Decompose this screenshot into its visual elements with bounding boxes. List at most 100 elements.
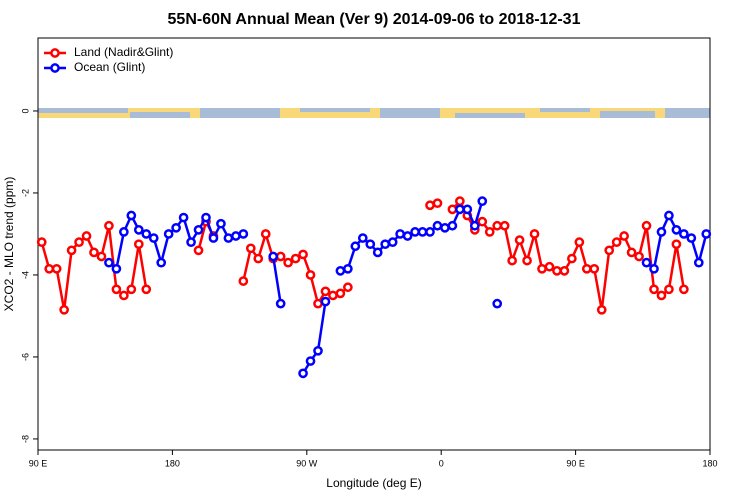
data-point (619, 231, 629, 241)
data-point (440, 222, 450, 233)
data-point (133, 225, 144, 235)
data-point (372, 247, 383, 258)
legend-marker (50, 48, 60, 58)
data-point (186, 237, 196, 248)
data-point (574, 237, 585, 248)
x-tick-label: 180 (702, 458, 717, 468)
data-point (298, 249, 308, 260)
y-tick-label: -6 (20, 353, 30, 361)
data-point (119, 227, 129, 237)
data-point (193, 245, 204, 256)
data-point (402, 231, 413, 241)
data-point (477, 216, 488, 227)
data-point (343, 282, 353, 293)
data-point (51, 263, 62, 274)
data-point (313, 345, 323, 356)
data-point (335, 288, 346, 299)
data-point (163, 229, 174, 239)
data-point (223, 233, 234, 243)
data-point (596, 304, 607, 315)
data-point (425, 200, 435, 211)
x-tick-label: 90 E (566, 458, 585, 468)
data-point (611, 237, 622, 248)
data-point (238, 276, 249, 286)
data-point (320, 286, 331, 297)
y-tick-label: 0 (20, 108, 30, 113)
y-tick-label: -8 (20, 435, 30, 443)
data-point (66, 245, 77, 256)
data-point (447, 220, 458, 231)
data-point (469, 220, 480, 231)
x-tick-label: 180 (165, 458, 180, 468)
data-point (522, 255, 532, 266)
data-point (365, 239, 376, 250)
data-point (231, 231, 241, 241)
data-point (492, 220, 503, 231)
data-point (537, 263, 547, 274)
data-point (455, 204, 465, 215)
data-point (514, 235, 525, 245)
data-point (664, 284, 674, 295)
y-tick-label: -4 (20, 271, 30, 279)
data-point (74, 237, 84, 248)
data-point (141, 229, 152, 239)
data-point (589, 263, 600, 274)
data-point (499, 220, 510, 231)
x-tick-label: 90 W (296, 458, 318, 468)
data-point (484, 227, 495, 237)
data-point (679, 284, 689, 295)
legend-label: Land (Nadir&Glint) (74, 45, 173, 59)
data-point (604, 245, 615, 256)
data-point (417, 227, 428, 237)
y-tick-label: -2 (20, 189, 30, 197)
data-point (89, 247, 99, 258)
data-point (313, 298, 323, 309)
data-point (693, 257, 704, 268)
data-point (104, 257, 114, 268)
data-point (529, 229, 540, 239)
data-point (119, 290, 129, 301)
data-point (238, 229, 249, 239)
data-point (298, 368, 308, 379)
data-point (641, 257, 652, 268)
data-point (81, 231, 92, 241)
data-point (432, 198, 443, 209)
data-point (253, 253, 264, 264)
data-point (268, 251, 279, 262)
data-point (171, 222, 181, 233)
data-point (111, 284, 122, 295)
data-point (425, 227, 435, 237)
data-point (701, 229, 712, 239)
data-point (671, 239, 682, 250)
data-point (410, 227, 420, 237)
data-point (275, 298, 286, 309)
data-point (216, 218, 226, 229)
data-point (275, 251, 286, 262)
data-point (290, 253, 301, 264)
data-point (260, 229, 271, 239)
data-point (350, 241, 361, 252)
data-point (245, 243, 256, 254)
data-point (671, 225, 682, 235)
data-point (44, 263, 55, 274)
data-point (193, 225, 204, 235)
data-point (567, 253, 577, 264)
data-point (133, 239, 144, 250)
legend-label: Ocean (Glint) (74, 60, 145, 74)
data-point (343, 263, 353, 274)
data-point (305, 356, 316, 366)
map-strip (38, 108, 710, 118)
data-point (507, 255, 517, 266)
data-point (477, 196, 488, 207)
data-point (208, 233, 219, 243)
data-point (126, 284, 137, 295)
data-point (305, 270, 316, 280)
data-point (559, 266, 570, 276)
data-point (141, 284, 152, 295)
x-axis-label: Longitude (deg E) (326, 476, 421, 490)
data-point (664, 210, 674, 221)
data-point (552, 266, 562, 276)
data-point (320, 296, 331, 307)
data-point (626, 247, 637, 258)
